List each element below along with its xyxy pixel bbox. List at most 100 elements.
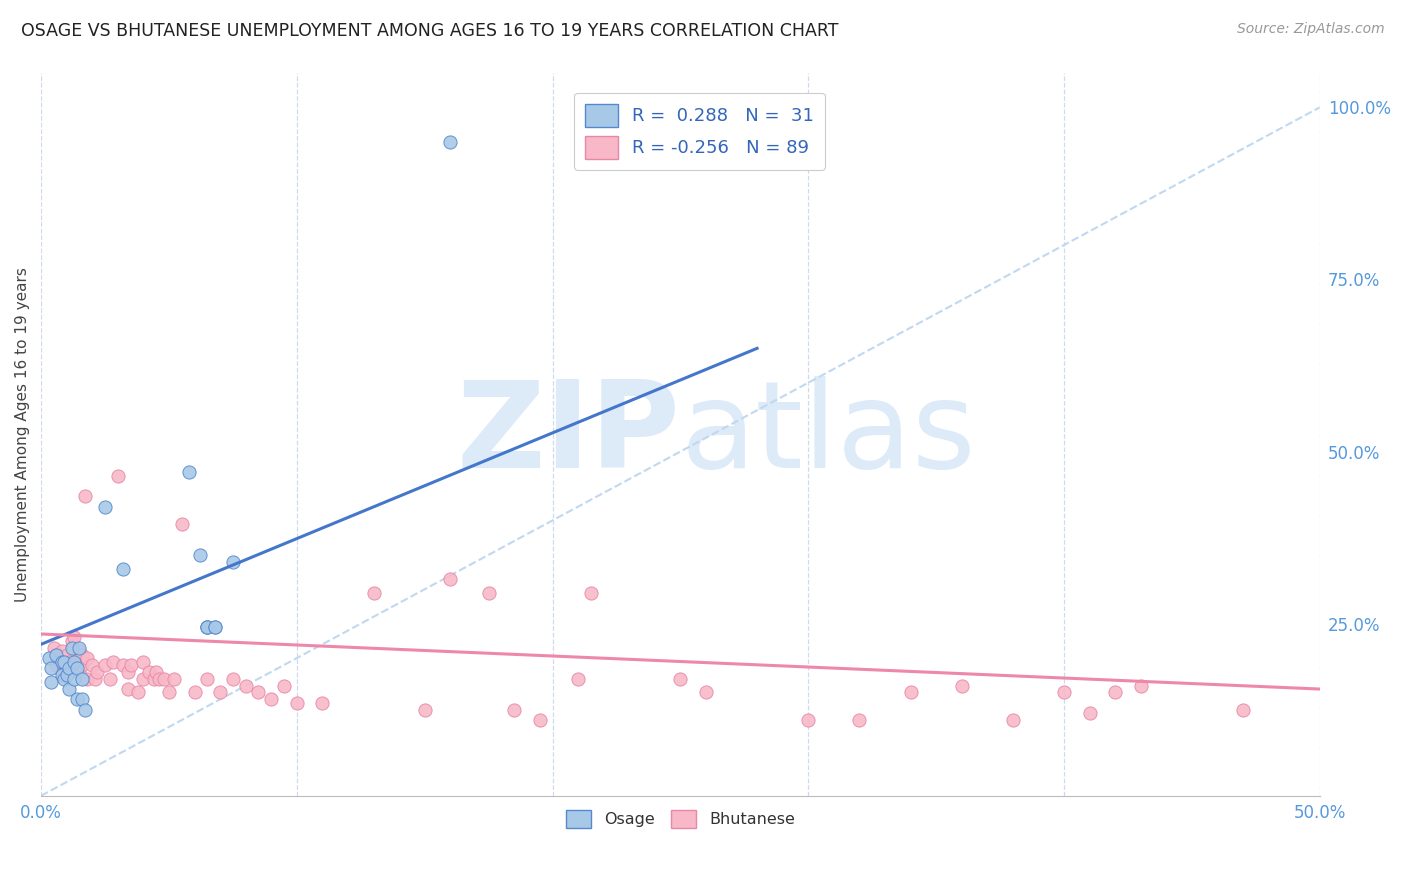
Point [53,672,76,686]
Point [58,655,80,669]
Point [1129,679,1152,693]
Point [55,648,77,662]
Point [311,696,333,710]
Point [53,655,76,669]
Point [63,655,86,669]
Point [273,679,295,693]
Point [285,696,308,710]
Point [53,668,76,682]
Point [73,703,96,717]
Point [204,620,226,634]
Point [179,465,201,479]
Point [66,661,89,675]
Point [58,665,80,679]
Text: OSAGE VS BHUTANESE UNEMPLOYMENT AMONG AGES 16 TO 19 YEARS CORRELATION CHART: OSAGE VS BHUTANESE UNEMPLOYMENT AMONG AG… [21,22,838,40]
Point [41,661,63,675]
Point [579,585,602,599]
Point [1232,703,1254,717]
Point [235,679,257,693]
Point [1001,713,1024,727]
Point [153,672,176,686]
Point [111,561,134,575]
Point [567,672,589,686]
Point [41,675,63,690]
Point [478,585,501,599]
Point [42,640,65,655]
Point [138,665,160,679]
Point [70,692,93,706]
Point [101,655,124,669]
Point [98,672,121,686]
Point [38,651,60,665]
Point [70,648,93,662]
Y-axis label: Unemployment Among Ages 16 to 19 years: Unemployment Among Ages 16 to 19 years [15,267,30,602]
Point [63,672,86,686]
Point [51,668,73,682]
Point [503,703,526,717]
Point [127,685,149,699]
Point [188,548,211,562]
Point [157,685,180,699]
Point [63,661,86,675]
Point [848,713,870,727]
Point [51,644,73,658]
Text: Source: ZipAtlas.com: Source: ZipAtlas.com [1237,22,1385,37]
Point [94,500,117,514]
Point [69,644,91,658]
Point [60,640,83,655]
Point [51,665,73,679]
Legend: Osage, Bhutanese: Osage, Bhutanese [560,804,801,835]
Point [69,665,91,679]
Point [529,713,551,727]
Point [45,648,67,662]
Point [120,657,142,672]
Point [170,516,193,531]
Text: ZIP: ZIP [457,376,681,493]
Point [222,672,245,686]
Point [183,685,205,699]
Point [48,655,70,669]
Point [163,672,186,686]
Point [58,681,80,696]
Point [132,672,155,686]
Point [439,572,461,586]
Point [132,655,155,669]
Point [45,648,67,662]
Point [76,651,98,665]
Point [53,657,76,672]
Point [55,661,77,675]
Point [66,657,89,672]
Point [669,672,692,686]
Point [58,661,80,675]
Point [76,672,98,686]
Point [950,679,973,693]
Point [53,651,76,665]
Point [117,665,139,679]
Point [1078,706,1101,720]
Point [1053,685,1076,699]
Point [94,657,117,672]
Point [1104,685,1126,699]
Point [900,685,922,699]
Point [145,665,167,679]
Point [117,681,139,696]
Point [195,620,218,634]
Point [204,620,226,634]
Point [69,640,91,655]
Point [70,672,93,686]
Point [45,657,67,672]
Point [70,657,93,672]
Point [247,685,270,699]
Point [260,692,283,706]
Point [195,620,218,634]
Point [66,692,89,706]
Point [73,489,96,503]
Point [86,665,108,679]
Point [797,713,820,727]
Point [439,135,461,149]
Point [209,685,232,699]
Point [413,703,436,717]
Point [51,655,73,669]
Point [195,620,218,634]
Point [63,631,86,645]
